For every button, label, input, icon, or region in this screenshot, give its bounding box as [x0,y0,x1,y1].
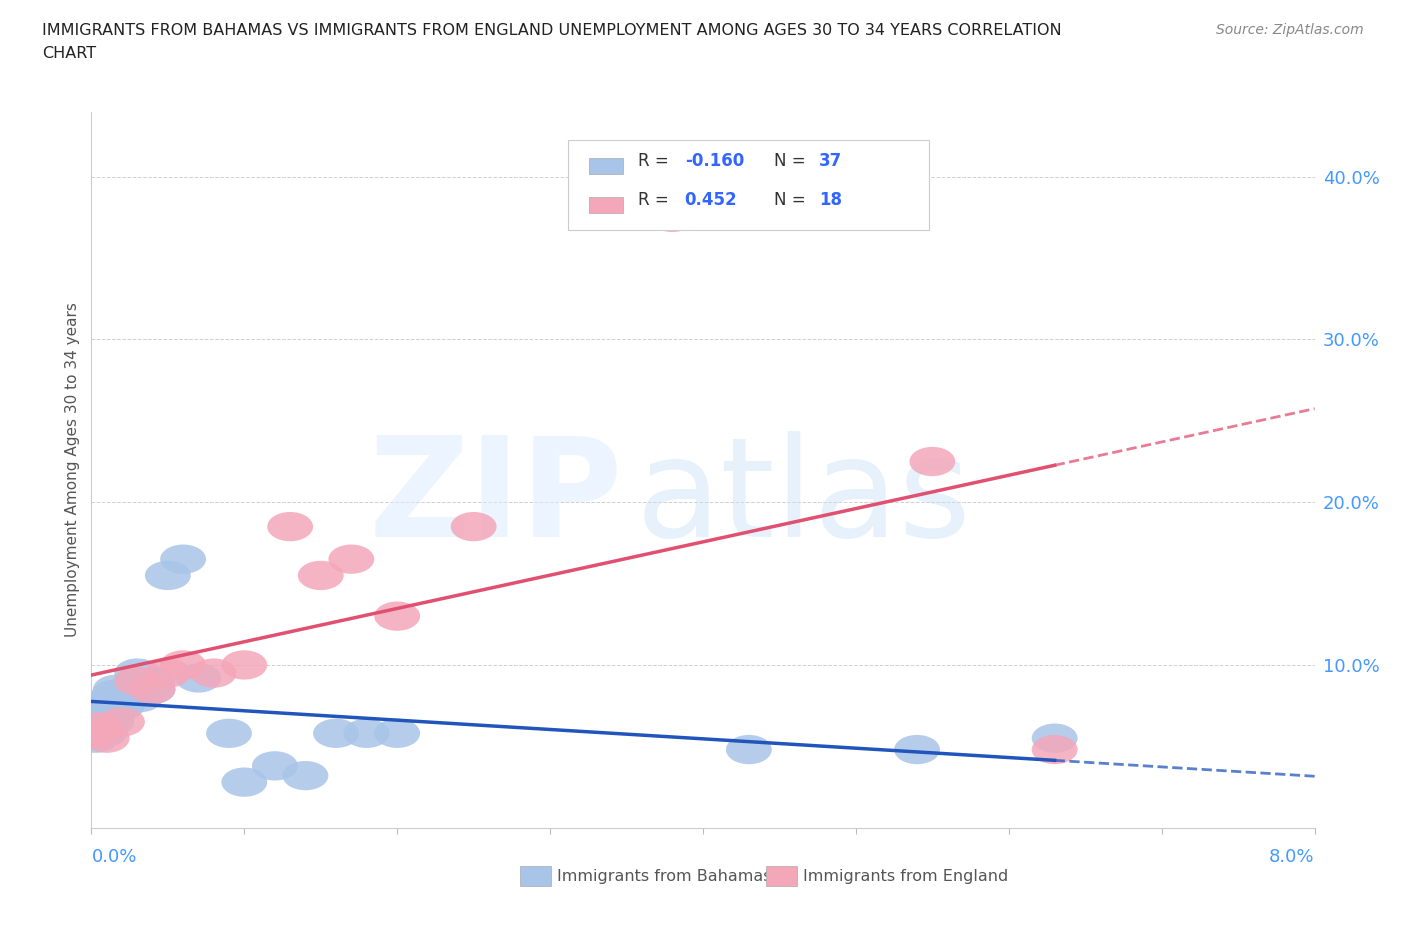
Ellipse shape [76,712,122,741]
Ellipse shape [84,696,129,725]
Text: R =: R = [638,152,673,170]
Ellipse shape [314,719,359,748]
Ellipse shape [114,658,160,688]
Ellipse shape [894,735,941,764]
Y-axis label: Unemployment Among Ages 30 to 34 years: Unemployment Among Ages 30 to 34 years [65,302,80,637]
Ellipse shape [129,675,176,704]
Text: 18: 18 [820,191,842,208]
Ellipse shape [343,719,389,748]
Ellipse shape [89,707,134,737]
Ellipse shape [145,658,191,688]
Ellipse shape [374,602,420,631]
Ellipse shape [76,712,122,741]
Ellipse shape [90,699,136,728]
Ellipse shape [191,658,236,688]
Ellipse shape [80,719,127,748]
Text: 8.0%: 8.0% [1270,848,1315,866]
Text: Immigrants from England: Immigrants from England [803,869,1008,883]
Ellipse shape [329,544,374,574]
Ellipse shape [93,675,139,704]
Text: N =: N = [773,191,811,208]
FancyBboxPatch shape [589,158,623,174]
Ellipse shape [176,663,221,693]
Ellipse shape [160,650,207,680]
Ellipse shape [114,667,160,696]
Ellipse shape [84,724,129,753]
Ellipse shape [283,761,329,790]
Ellipse shape [98,691,145,720]
Ellipse shape [221,767,267,797]
Text: ZIP: ZIP [370,431,623,565]
Ellipse shape [298,561,343,590]
Ellipse shape [725,735,772,764]
Ellipse shape [98,707,145,737]
Ellipse shape [73,719,120,748]
Ellipse shape [1032,735,1077,764]
Text: 37: 37 [820,152,842,170]
Ellipse shape [107,675,152,704]
Ellipse shape [221,650,267,680]
Ellipse shape [451,512,496,541]
Text: 0.0%: 0.0% [91,848,136,866]
Ellipse shape [98,683,145,712]
Ellipse shape [910,447,955,476]
Text: atlas: atlas [636,431,972,565]
Text: -0.160: -0.160 [685,152,744,170]
Text: R =: R = [638,191,673,208]
Ellipse shape [252,751,298,780]
Ellipse shape [1032,724,1077,753]
Ellipse shape [75,715,121,745]
Text: Source: ZipAtlas.com: Source: ZipAtlas.com [1216,23,1364,37]
Ellipse shape [79,715,125,745]
Ellipse shape [73,724,120,753]
Ellipse shape [145,561,191,590]
Ellipse shape [207,719,252,748]
Text: CHART: CHART [42,46,96,61]
Ellipse shape [117,683,163,712]
Ellipse shape [129,667,176,696]
Ellipse shape [374,719,420,748]
Ellipse shape [160,544,207,574]
Ellipse shape [114,667,160,696]
Ellipse shape [103,680,148,709]
Text: 0.452: 0.452 [685,191,737,208]
Ellipse shape [96,686,142,715]
Text: Immigrants from Bahamas: Immigrants from Bahamas [557,869,772,883]
FancyBboxPatch shape [568,140,929,230]
Ellipse shape [77,707,124,737]
Ellipse shape [84,691,129,720]
Text: N =: N = [773,152,811,170]
Ellipse shape [129,675,176,704]
FancyBboxPatch shape [589,196,623,213]
Ellipse shape [84,702,129,732]
Ellipse shape [87,686,132,715]
Ellipse shape [91,680,138,709]
Ellipse shape [650,203,696,232]
Ellipse shape [267,512,314,541]
Text: IMMIGRANTS FROM BAHAMAS VS IMMIGRANTS FROM ENGLAND UNEMPLOYMENT AMONG AGES 30 TO: IMMIGRANTS FROM BAHAMAS VS IMMIGRANTS FR… [42,23,1062,38]
